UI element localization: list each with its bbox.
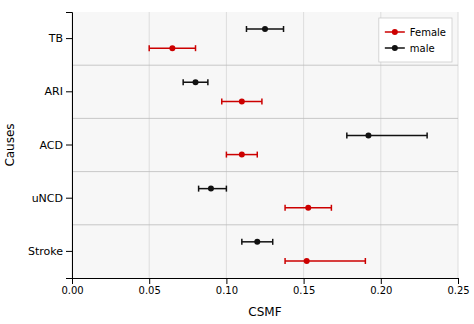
y-tick-label: Stroke <box>28 245 63 258</box>
error-cap <box>241 239 243 245</box>
error-cap <box>246 26 248 32</box>
legend-item: male <box>385 43 435 54</box>
x-tick: 0.20 <box>370 278 392 296</box>
y-tick: TB <box>48 32 72 45</box>
error-cap <box>426 132 428 138</box>
x-tick: 0.05 <box>139 278 161 296</box>
error-cap <box>284 205 286 211</box>
y-tick-mark <box>66 198 72 199</box>
plot: 0.00 0.05 0.10 0.15 0.20 0.25 TB ARI ACD uNCD Stro… <box>28 12 470 296</box>
grid-line <box>303 12 304 278</box>
x-tick: 0.00 <box>61 278 83 296</box>
error-cap <box>182 79 184 85</box>
separator <box>72 65 458 66</box>
separator <box>72 171 458 172</box>
y-tick-label: TB <box>48 32 63 45</box>
x-tick-label: 0.05 <box>139 285 161 296</box>
separator <box>72 224 458 225</box>
grid-line <box>458 12 459 278</box>
y-axis-title: Causes <box>3 123 17 166</box>
x-tick-mark <box>381 278 382 284</box>
y-tick-label: uNCD <box>32 192 63 205</box>
legend-item: Female <box>385 27 446 38</box>
y-tick-label: ARI <box>45 85 63 98</box>
x-axis: 0.00 0.05 0.10 0.15 0.20 0.25 <box>61 278 469 296</box>
point <box>239 152 245 158</box>
x-tick-label: 0.15 <box>293 285 315 296</box>
error-cap <box>198 186 200 192</box>
legend: Female male <box>379 18 452 62</box>
x-tick-mark <box>304 278 305 284</box>
legend-box <box>379 18 452 62</box>
error-cap <box>195 45 197 51</box>
legend-label: male <box>410 43 435 54</box>
x-axis-line <box>73 279 459 285</box>
point <box>304 258 310 264</box>
error-cap <box>226 152 228 158</box>
error-cap <box>272 239 274 245</box>
x-axis-title: CSMF <box>248 305 281 319</box>
chart: 0.00 0.05 0.10 0.15 0.20 0.25 TB ARI ACD uNCD Stro… <box>0 0 474 324</box>
x-tick-label: 0.20 <box>370 285 392 296</box>
error-cap <box>331 205 333 211</box>
error-cap <box>284 258 286 264</box>
plot-background <box>72 12 458 278</box>
error-cap <box>257 152 259 158</box>
point <box>254 239 260 245</box>
point <box>305 205 311 211</box>
series <box>149 45 365 264</box>
error-cap <box>346 132 348 138</box>
y-axis: TB ARI ACD uNCD Stroke <box>28 13 73 279</box>
error-cap <box>261 98 263 104</box>
point <box>193 79 199 85</box>
point <box>208 186 214 192</box>
legend-swatch-marker <box>392 45 398 51</box>
x-tick-mark <box>458 278 459 284</box>
x-tick: 0.25 <box>447 278 469 296</box>
x-tick: 0.10 <box>216 278 238 296</box>
x-tick-mark <box>149 278 150 284</box>
y-tick-mark <box>66 38 72 39</box>
y-tick-mark <box>66 91 72 92</box>
error-bar <box>347 135 427 137</box>
y-tick-mark <box>66 145 72 146</box>
legend-swatch-marker <box>392 29 398 35</box>
separator <box>72 118 458 119</box>
grid-line <box>149 12 150 278</box>
error-cap <box>365 258 367 264</box>
error-cap <box>148 45 150 51</box>
y-tick-label: ACD <box>40 139 63 152</box>
error-cap <box>221 98 223 104</box>
grid-line <box>226 12 227 278</box>
y-tick: Stroke <box>28 245 72 258</box>
legend-label: Female <box>410 27 446 38</box>
point <box>239 98 245 104</box>
x-tick: 0.15 <box>293 278 315 296</box>
point <box>169 45 175 51</box>
error-bar <box>285 260 365 262</box>
y-axis-line <box>66 13 73 279</box>
point <box>262 26 268 32</box>
separators <box>72 65 458 225</box>
x-tick-mark <box>226 278 227 284</box>
error-cap <box>283 26 285 32</box>
point <box>365 132 371 138</box>
grid <box>72 12 458 278</box>
error-cap <box>226 186 228 192</box>
y-tick: uNCD <box>32 192 72 205</box>
x-tick-label: 0.10 <box>216 285 238 296</box>
y-tick: ACD <box>40 139 72 152</box>
x-tick-label: 0.25 <box>447 285 469 296</box>
y-tick-mark <box>66 251 72 252</box>
error-cap <box>207 79 209 85</box>
y-tick: ARI <box>45 85 72 98</box>
x-tick-label: 0.00 <box>61 285 83 296</box>
